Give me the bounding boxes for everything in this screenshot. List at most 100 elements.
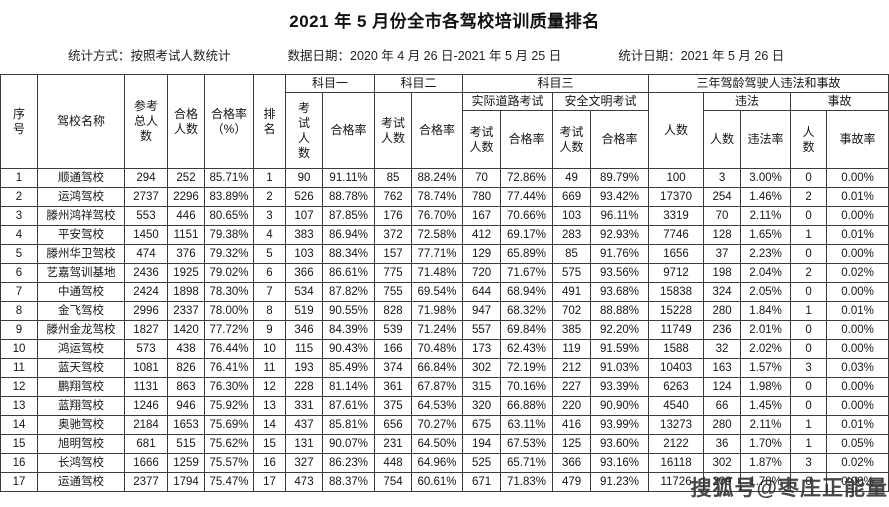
cell: 2.02% (740, 339, 792, 359)
cell: 1.87% (740, 453, 792, 473)
col-header-school: 驾校名称 (37, 74, 125, 169)
cell: 89.79% (590, 168, 650, 188)
cell: 0.01% (826, 415, 889, 435)
cell: 平安驾校 (37, 225, 125, 245)
cell: 96.11% (590, 206, 650, 226)
cell: 3319 (648, 206, 705, 226)
cell: 0.00% (826, 339, 889, 359)
cell: 84.39% (321, 320, 376, 340)
cell: 90.43% (321, 339, 376, 359)
cell: 209 (703, 472, 742, 492)
cell: 滕州鸿祥驾校 (37, 206, 125, 226)
cell: 66.84% (411, 358, 464, 378)
cell: 9 (253, 320, 286, 340)
cell: 376 (167, 244, 205, 264)
cell: 1151 (167, 225, 205, 245)
cell: 374 (374, 358, 413, 378)
cell: 15838 (648, 282, 705, 302)
cell: 2436 (124, 263, 168, 283)
cell: 9 (0, 320, 38, 340)
group-header-subject2: 科目二 (374, 74, 464, 93)
cell: 8 (253, 301, 286, 321)
cell: 0.00% (826, 396, 889, 416)
cell: 76.44% (204, 339, 254, 359)
cell: 62.43% (500, 339, 554, 359)
cell: 92.93% (590, 225, 650, 245)
cell: 2 (790, 263, 828, 283)
table-row: 1 顺通驾校 294 252 85.71% 1 90 91.11% 85 88.24% 70 72.8… (0, 168, 889, 188)
col-header-s2-exam-count: 考试 人数 (374, 92, 413, 169)
cell: 71.48% (411, 263, 464, 283)
cell: 1.78% (740, 472, 792, 492)
cell: 0.00% (826, 320, 889, 340)
cell: 448 (374, 453, 413, 473)
cell: 366 (285, 263, 323, 283)
cell: 92.20% (590, 320, 650, 340)
cell: 375 (374, 396, 413, 416)
cell: 79.02% (204, 263, 254, 283)
cell: 13273 (648, 415, 705, 435)
cell: 长鸿驾校 (37, 453, 125, 473)
cell: 107 (285, 206, 323, 226)
cell: 65.89% (500, 244, 554, 264)
cell: 828 (374, 301, 413, 321)
cell: 167 (462, 206, 502, 226)
data-date-label: 数据日期：2020 年 4 月 26 日-2021 年 5 月 25 日 (287, 49, 562, 63)
cell: 526 (285, 187, 323, 207)
cell: 280 (703, 415, 742, 435)
cell: 90.55% (321, 301, 376, 321)
cell: 70.27% (411, 415, 464, 435)
cell: 1 (790, 434, 828, 454)
cell: 67.53% (500, 434, 554, 454)
cell: 71.67% (500, 263, 554, 283)
cell: 754 (374, 472, 413, 492)
cell: 49 (552, 168, 592, 188)
group-header-violation: 违法 (703, 92, 792, 111)
cell: 6 (0, 263, 38, 283)
cell: 运通驾校 (37, 472, 125, 492)
cell: 0 (790, 396, 828, 416)
cell: 65.71% (500, 453, 554, 473)
cell: 0 (790, 206, 828, 226)
cell: 60.61% (411, 472, 464, 492)
cell: 10 (0, 339, 38, 359)
cell: 1.70% (740, 434, 792, 454)
cell: 2.04% (740, 263, 792, 283)
col-header-pass-rate: 合格率 （%） (204, 74, 254, 169)
cell: 194 (462, 434, 502, 454)
cell: 90.90% (590, 396, 650, 416)
cell: 91.11% (321, 168, 376, 188)
table-row: 17 运通驾校 2377 1794 75.47% 17 473 88.37% 754 60.61%… (0, 472, 889, 492)
cell: 11 (253, 358, 286, 378)
ranking-table: 序 号 驾校名称 参考 总人 数 合格 人数 合格率 （%） 排 名 科目一 科… (0, 74, 889, 492)
cell: 滕州金龙驾校 (37, 320, 125, 340)
cell: 64.50% (411, 434, 464, 454)
cell: 2 (0, 187, 38, 207)
cell: 173 (462, 339, 502, 359)
cell: 946 (167, 396, 205, 416)
cell: 顺通驾校 (37, 168, 125, 188)
col-header-violation-count: 人数 (703, 110, 742, 169)
cell: 702 (552, 301, 592, 321)
cell: 鸿运驾校 (37, 339, 125, 359)
cell: 32 (703, 339, 742, 359)
cell: 315 (462, 377, 502, 397)
cell: 0.00% (826, 377, 889, 397)
cell: 37 (703, 244, 742, 264)
cell: 1.84% (740, 301, 792, 321)
cell: 0.00% (826, 168, 889, 188)
cell: 16 (0, 453, 38, 473)
cell: 7 (253, 282, 286, 302)
cell: 70 (462, 168, 502, 188)
cell: 6263 (648, 377, 705, 397)
cell: 67.87% (411, 377, 464, 397)
cell: 5 (253, 244, 286, 264)
cell: 鹏翔驾校 (37, 377, 125, 397)
col-header-violation-rate: 违法率 (740, 110, 792, 169)
cell: 412 (462, 225, 502, 245)
col-header-accident-rate: 事故率 (826, 110, 889, 169)
cell: 2296 (167, 187, 205, 207)
cell: 奥驰驾校 (37, 415, 125, 435)
cell: 372 (374, 225, 413, 245)
cell: 0 (790, 472, 828, 492)
